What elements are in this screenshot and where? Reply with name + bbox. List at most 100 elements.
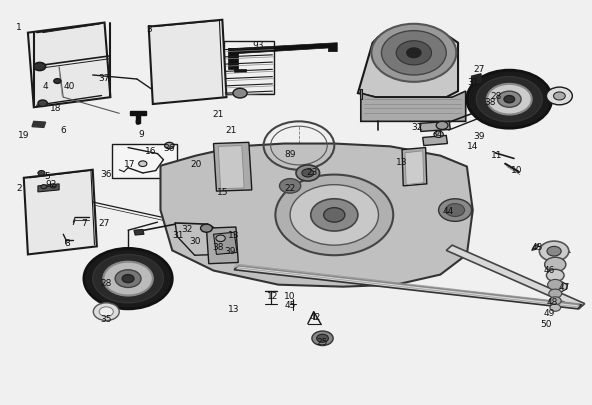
Circle shape bbox=[139, 162, 147, 167]
Circle shape bbox=[504, 96, 514, 104]
Text: 43: 43 bbox=[532, 242, 543, 251]
Text: 28: 28 bbox=[101, 279, 112, 288]
Text: 39: 39 bbox=[224, 246, 236, 255]
Circle shape bbox=[38, 101, 47, 107]
Polygon shape bbox=[358, 38, 458, 98]
Circle shape bbox=[94, 303, 119, 321]
Polygon shape bbox=[218, 146, 244, 189]
Circle shape bbox=[311, 199, 358, 232]
Text: 21: 21 bbox=[213, 109, 224, 119]
Text: 44: 44 bbox=[442, 206, 453, 215]
Circle shape bbox=[84, 249, 172, 309]
Polygon shape bbox=[361, 92, 466, 122]
Text: 20: 20 bbox=[190, 160, 201, 169]
Circle shape bbox=[545, 258, 566, 272]
Circle shape bbox=[104, 262, 153, 296]
Text: 25: 25 bbox=[317, 337, 328, 346]
Circle shape bbox=[371, 25, 456, 83]
Circle shape bbox=[275, 175, 393, 256]
Circle shape bbox=[50, 184, 56, 188]
Polygon shape bbox=[38, 184, 59, 192]
Text: 89: 89 bbox=[284, 150, 296, 159]
Text: 37: 37 bbox=[99, 73, 110, 82]
Text: 8: 8 bbox=[65, 238, 70, 247]
Text: 47: 47 bbox=[558, 282, 570, 292]
Polygon shape bbox=[136, 116, 140, 124]
Circle shape bbox=[93, 255, 163, 303]
Text: 10: 10 bbox=[511, 166, 523, 175]
Circle shape bbox=[216, 235, 226, 242]
Polygon shape bbox=[134, 230, 144, 235]
Text: 21: 21 bbox=[226, 126, 237, 134]
Text: 50: 50 bbox=[540, 320, 552, 328]
Text: 23: 23 bbox=[307, 168, 318, 177]
Text: 46: 46 bbox=[543, 265, 555, 274]
Circle shape bbox=[99, 307, 113, 317]
Text: 15: 15 bbox=[217, 188, 228, 197]
Text: 5: 5 bbox=[44, 172, 50, 181]
Text: 22: 22 bbox=[285, 184, 296, 193]
Text: 14: 14 bbox=[467, 142, 478, 151]
Text: 92: 92 bbox=[46, 180, 57, 189]
Circle shape bbox=[477, 77, 542, 122]
Polygon shape bbox=[234, 264, 580, 307]
Text: 4: 4 bbox=[43, 81, 49, 90]
Text: 32: 32 bbox=[411, 122, 423, 131]
Text: 32: 32 bbox=[181, 224, 192, 233]
Circle shape bbox=[302, 170, 314, 177]
Circle shape bbox=[54, 79, 61, 84]
Circle shape bbox=[324, 208, 345, 223]
Text: 13: 13 bbox=[229, 230, 240, 239]
Text: 10: 10 bbox=[284, 291, 296, 300]
Text: 13: 13 bbox=[229, 305, 240, 313]
Text: 42: 42 bbox=[309, 313, 320, 322]
Text: 11: 11 bbox=[491, 151, 502, 160]
Circle shape bbox=[279, 179, 301, 194]
Circle shape bbox=[549, 297, 561, 305]
Polygon shape bbox=[229, 50, 238, 70]
Text: 48: 48 bbox=[546, 297, 558, 306]
Circle shape bbox=[41, 185, 47, 189]
Text: 17: 17 bbox=[124, 160, 136, 169]
Polygon shape bbox=[234, 70, 246, 73]
Polygon shape bbox=[402, 148, 427, 186]
Polygon shape bbox=[405, 151, 424, 185]
Text: 9: 9 bbox=[139, 130, 144, 139]
Polygon shape bbox=[130, 112, 146, 116]
Text: 38: 38 bbox=[213, 242, 224, 251]
Text: 30: 30 bbox=[189, 236, 201, 245]
Circle shape bbox=[547, 247, 561, 256]
Polygon shape bbox=[234, 266, 582, 309]
Text: 45: 45 bbox=[284, 301, 296, 309]
Circle shape bbox=[38, 171, 45, 176]
Circle shape bbox=[539, 241, 569, 262]
Circle shape bbox=[165, 143, 174, 149]
Text: 1: 1 bbox=[16, 23, 22, 32]
Text: 12: 12 bbox=[267, 291, 278, 300]
Text: 93: 93 bbox=[252, 41, 263, 50]
Text: 16: 16 bbox=[144, 147, 156, 156]
Circle shape bbox=[201, 225, 213, 232]
Circle shape bbox=[115, 270, 141, 288]
Text: 18: 18 bbox=[50, 104, 62, 113]
Bar bbox=[112, 144, 177, 178]
Circle shape bbox=[34, 63, 46, 71]
Text: 35: 35 bbox=[101, 315, 112, 324]
Polygon shape bbox=[214, 143, 252, 192]
Polygon shape bbox=[24, 171, 97, 255]
Circle shape bbox=[550, 304, 561, 311]
Text: 28: 28 bbox=[491, 92, 502, 100]
Circle shape bbox=[396, 42, 432, 66]
Polygon shape bbox=[472, 75, 481, 85]
Polygon shape bbox=[446, 245, 585, 309]
Polygon shape bbox=[423, 136, 448, 146]
Text: 13: 13 bbox=[396, 158, 408, 167]
Circle shape bbox=[317, 335, 329, 343]
Circle shape bbox=[296, 166, 320, 181]
Text: 27: 27 bbox=[99, 218, 110, 227]
Text: 38: 38 bbox=[485, 98, 496, 107]
Circle shape bbox=[546, 88, 572, 106]
Circle shape bbox=[549, 290, 562, 298]
Text: 31: 31 bbox=[467, 78, 478, 87]
Text: 31: 31 bbox=[172, 230, 184, 239]
